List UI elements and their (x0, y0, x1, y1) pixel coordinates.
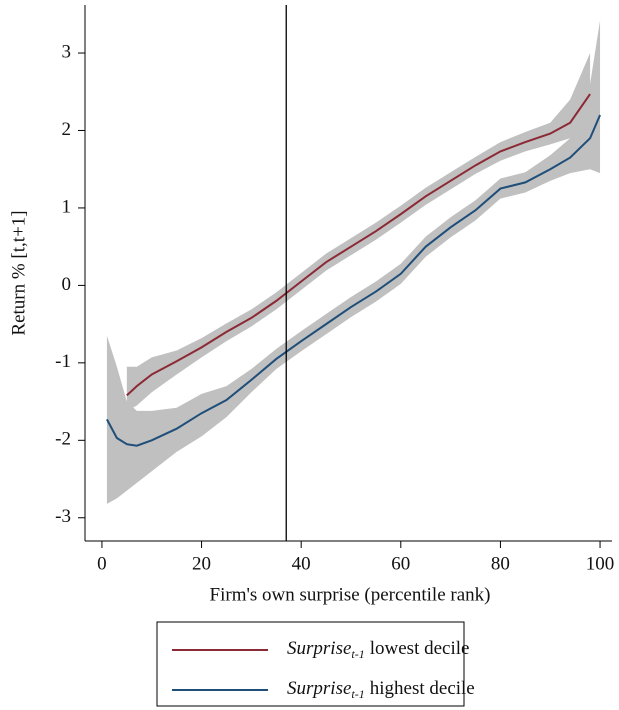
confidence-band (106, 20, 601, 504)
x-tick-label: 0 (97, 553, 107, 574)
legend-label: Surpriset-1 lowest decile (287, 638, 469, 660)
legend-italic: Surprise (287, 678, 351, 699)
x-tick-label: 40 (292, 553, 311, 574)
x-axis-label: Firm's own surprise (percentile rank) (210, 584, 491, 605)
confidence-band (126, 53, 591, 411)
y-tick-label: -3 (55, 506, 71, 527)
x-tick-label: 100 (586, 553, 615, 574)
legend-rest: lowest decile (370, 638, 470, 659)
y-tick-label: -2 (55, 429, 71, 450)
y-tick-label: 3 (62, 41, 72, 62)
series-line (106, 114, 601, 447)
legend-box (156, 621, 465, 707)
legend-subscript: t-1 (351, 647, 364, 661)
x-tick-label: 60 (391, 553, 410, 574)
y-axis-label: Return % [t,t+1] (8, 210, 29, 335)
legend-subscript: t-1 (351, 687, 364, 701)
legend-label: Surpriset-1 highest decile (287, 678, 475, 700)
x-tick-label: 80 (491, 553, 510, 574)
y-tick-label: -1 (55, 351, 71, 372)
x-tick-label: 20 (192, 553, 211, 574)
series-line (126, 93, 591, 397)
y-tick-label: 2 (62, 119, 72, 140)
legend-rest: highest decile (370, 678, 475, 699)
y-tick-label: 1 (62, 196, 72, 217)
y-tick-label: 0 (62, 274, 72, 295)
legend-italic: Surprise (287, 638, 351, 659)
